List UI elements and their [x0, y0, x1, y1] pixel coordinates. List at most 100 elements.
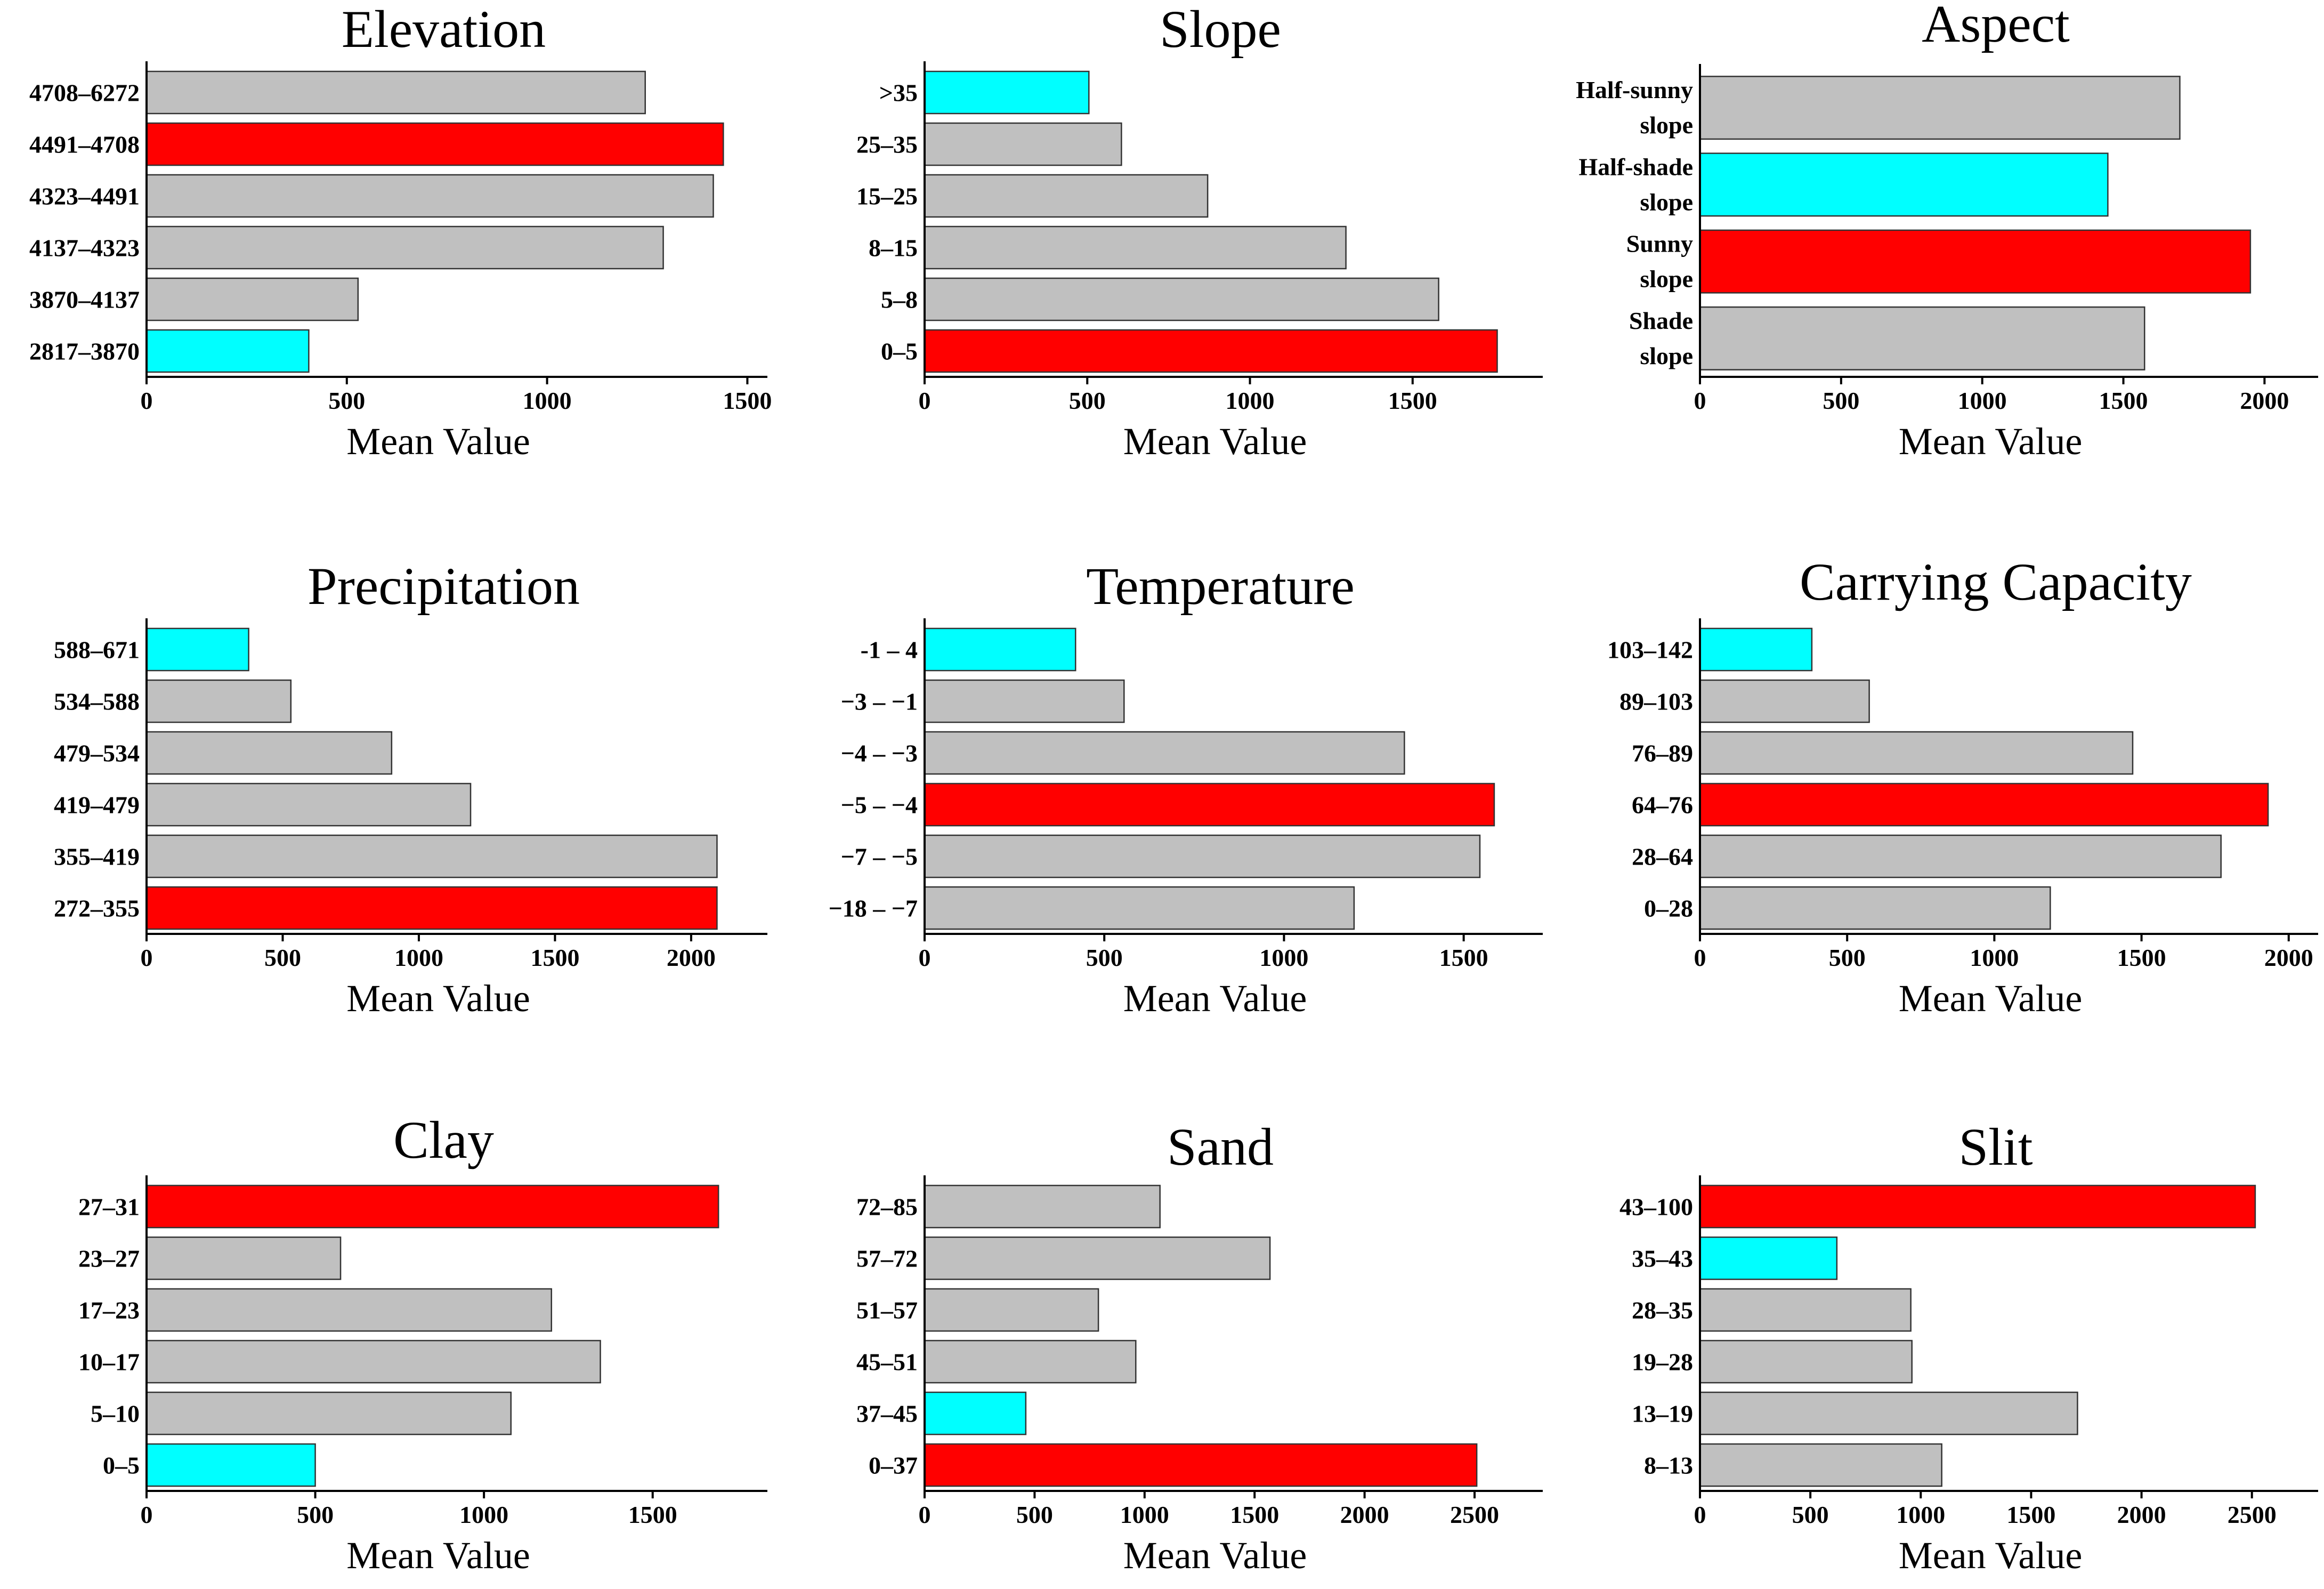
- bar-aspect-half-shade-slope: [1699, 152, 2109, 217]
- bar-slope-25-35: [924, 122, 1122, 166]
- bar-temperature-4-3: [924, 731, 1405, 775]
- category-label-sand-5: 0–37: [869, 1452, 918, 1479]
- category-label-precipitation-4: 355–419: [54, 843, 140, 870]
- category-label-slope-3: 8–15: [869, 235, 918, 262]
- category-label-slit-3: 19–28: [1632, 1349, 1693, 1376]
- bar-aspect-half-sunny-slope: [1699, 76, 2181, 140]
- category-label-precipitation-1: 534–588: [54, 688, 140, 715]
- x-tick-label-temperature-0: 0: [919, 944, 931, 971]
- x-tick-label-precipitation-0: 0: [141, 944, 153, 971]
- x-tick-label-carrying-capacity-0: 0: [1694, 944, 1706, 971]
- bar-carrying-capacity-64-76: [1699, 783, 2269, 827]
- panel-slit: Slit 43–100 35–43 28–35 19–28 13–19 8–130 500 10…: [1619, 1117, 2318, 1577]
- panel-title-sand: Sand: [1167, 1117, 1274, 1176]
- bar-carrying-capacity-0-28: [1699, 886, 2051, 930]
- bar-carrying-capacity-89-103: [1699, 679, 1870, 723]
- bar-sand-37-45: [924, 1391, 1027, 1435]
- category-label-temperature-4: −7 – −5: [841, 843, 918, 870]
- category-label-carrying-capacity-5: 0–28: [1644, 895, 1693, 922]
- bar-sand-57-72: [924, 1236, 1271, 1280]
- x-tick-label-precipitation-1500: 1500: [530, 944, 579, 971]
- category-label-line: slope: [1640, 265, 1693, 293]
- x-tick-label-slit-1500: 1500: [2006, 1501, 2055, 1528]
- category-label-carrying-capacity-3: 64–76: [1632, 792, 1693, 819]
- panel-title-precipitation: Precipitation: [307, 556, 580, 616]
- category-label-slit-5: 8–13: [1644, 1452, 1693, 1479]
- category-label-elevation-4: 3870–4137: [29, 286, 140, 313]
- panel-slope: Slope >35 25–35 15–25 8–15 5–8 0–50 500 1000 1500…: [856, 0, 1543, 463]
- category-label-carrying-capacity-0: 103–142: [1607, 636, 1693, 664]
- bar-carrying-capacity-103-142: [1699, 627, 1813, 672]
- x-axis-label-clay: Mean Value: [346, 1534, 530, 1577]
- bar-slit-13-19: [1699, 1391, 2078, 1435]
- category-label-clay-0: 27–31: [78, 1193, 140, 1221]
- panel-carrying-capacity: Carrying Capacity 103–142 89–103 76–89 64–76…: [1607, 552, 2318, 1020]
- x-axis-label-temperature: Mean Value: [1123, 977, 1307, 1020]
- x-tick-label-slope-500: 500: [1069, 387, 1106, 414]
- bar-precipitation-534-588: [145, 679, 292, 723]
- x-tick-label-slit-2000: 2000: [2117, 1501, 2166, 1528]
- x-tick-label-precipitation-1000: 1000: [394, 944, 443, 971]
- x-tick-label-slope-0: 0: [919, 387, 931, 414]
- bar-temperature-1-4: [924, 627, 1076, 672]
- bar-aspect-sunny-slope: [1699, 229, 2252, 294]
- category-label-clay-4: 5–10: [91, 1400, 140, 1427]
- x-axis-label-slope: Mean Value: [1123, 420, 1307, 463]
- x-tick-label-sand-0: 0: [919, 1501, 931, 1528]
- category-label-clay-1: 23–27: [78, 1245, 140, 1272]
- bar-slope-0-5: [924, 329, 1498, 373]
- bar-precipitation-419-479: [145, 783, 472, 827]
- category-label-aspect-2: Sunny slope: [1626, 230, 1693, 293]
- category-label-temperature-3: −5 – −4: [841, 792, 918, 819]
- category-label-precipitation-5: 272–355: [54, 895, 140, 922]
- panel-title-slope: Slope: [1160, 0, 1281, 59]
- bar-temperature-18-7: [924, 886, 1355, 930]
- category-label-line: Half-sunny: [1576, 76, 1693, 103]
- panel-title-clay: Clay: [393, 1110, 494, 1169]
- x-axis-label-aspect: Mean Value: [1899, 420, 2083, 463]
- x-tick-label-clay-0: 0: [141, 1501, 153, 1528]
- category-label-sand-0: 72–85: [856, 1193, 918, 1221]
- x-tick-label-sand-2000: 2000: [1340, 1501, 1389, 1528]
- bar-sand-72-85: [924, 1184, 1161, 1229]
- bar-slope-8-15: [924, 225, 1347, 270]
- x-axis-label-precipitation: Mean Value: [346, 977, 530, 1020]
- bar-clay-10-17: [145, 1340, 601, 1384]
- bar-elevation-4137-4323: [145, 225, 664, 270]
- bar-sand-45-51: [924, 1340, 1137, 1384]
- category-label-carrying-capacity-1: 89–103: [1619, 688, 1693, 715]
- x-tick-label-sand-1000: 1000: [1120, 1501, 1169, 1528]
- category-label-clay-5: 0–5: [103, 1452, 140, 1479]
- category-label-carrying-capacity-2: 76–89: [1632, 740, 1693, 767]
- category-label-slope-2: 15–25: [856, 183, 918, 210]
- bar-clay-23-27: [145, 1236, 342, 1280]
- category-label-precipitation-3: 419–479: [54, 792, 140, 819]
- category-label-temperature-5: −18 – −7: [829, 895, 918, 922]
- panel-precipitation: Precipitation 588–671 534–588 479–534 419–47…: [54, 556, 767, 1020]
- category-label-line: slope: [1640, 342, 1693, 369]
- bar-temperature-7-5: [924, 834, 1481, 878]
- bar-temperature-5-4: [924, 783, 1495, 827]
- panel-title-temperature: Temperature: [1086, 556, 1355, 616]
- category-label-sand-4: 37–45: [856, 1400, 918, 1427]
- bar-slit-35-43: [1699, 1236, 1838, 1280]
- bar-precipitation-588-671: [145, 627, 249, 672]
- category-label-clay-3: 10–17: [78, 1349, 140, 1376]
- x-tick-label-temperature-1500: 1500: [1439, 944, 1488, 971]
- category-label-aspect-1: Half-shade slope: [1578, 153, 1693, 215]
- category-label-temperature-2: −4 – −3: [841, 740, 918, 767]
- x-tick-label-slit-2500: 2500: [2228, 1501, 2277, 1528]
- x-tick-label-clay-500: 500: [297, 1501, 334, 1528]
- bar-clay-0-5: [145, 1443, 316, 1487]
- panel-title-elevation: Elevation: [342, 0, 546, 59]
- category-label-sand-1: 57–72: [856, 1245, 918, 1272]
- x-tick-label-elevation-0: 0: [141, 387, 153, 414]
- bar-slit-28-35: [1699, 1288, 1912, 1332]
- category-label-slope-5: 0–5: [881, 338, 918, 365]
- category-label-elevation-3: 4137–4323: [29, 235, 140, 262]
- category-label-clay-2: 17–23: [78, 1297, 140, 1324]
- bar-precipitation-479-534: [145, 731, 393, 775]
- bar-clay-5-10: [145, 1391, 512, 1435]
- x-tick-label-elevation-1500: 1500: [723, 387, 772, 414]
